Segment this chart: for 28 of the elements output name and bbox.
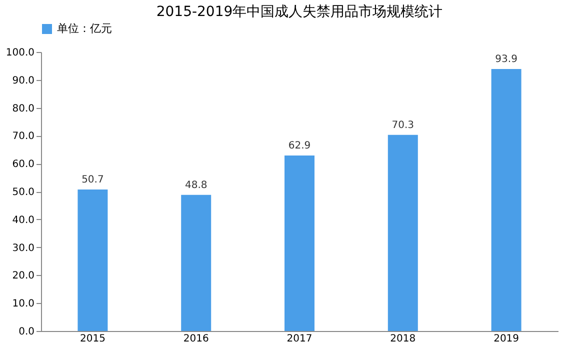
y-tick-label: 30.0 xyxy=(12,242,34,254)
bar xyxy=(284,156,314,331)
data-label: 93.9 xyxy=(495,54,518,66)
bar xyxy=(181,194,212,331)
data-label: 48.8 xyxy=(184,180,208,191)
x-tick-label: 2015 xyxy=(80,334,106,344)
x-tick-label: 2016 xyxy=(183,334,209,344)
chart-title: 2015-2019年中国成人失禁用品市场规模统计 xyxy=(156,4,443,20)
bar xyxy=(78,190,108,331)
y-tick-label: 40.0 xyxy=(12,214,34,226)
legend-label: 单位：亿元 xyxy=(57,22,112,35)
bar xyxy=(388,134,418,331)
y-tick-label: 100.0 xyxy=(6,48,34,58)
y-tick-label: 0.0 xyxy=(18,326,34,338)
data-label: 70.3 xyxy=(392,120,414,131)
y-tick-label: 60.0 xyxy=(12,159,34,170)
data-label: 50.7 xyxy=(82,174,104,186)
y-tick-label: 80.0 xyxy=(12,103,34,114)
x-tick-label: 2018 xyxy=(390,334,416,344)
y-tick-label: 90.0 xyxy=(12,75,34,86)
bar xyxy=(491,69,522,331)
data-label: 62.9 xyxy=(288,140,311,152)
x-tick-label: 2019 xyxy=(494,334,520,344)
y-tick-label: 20.0 xyxy=(12,270,34,282)
y-tick-label: 70.0 xyxy=(12,131,34,142)
y-tick-label: 10.0 xyxy=(12,298,34,310)
y-tick-label: 50.0 xyxy=(12,187,34,198)
x-tick-label: 2017 xyxy=(286,334,312,344)
